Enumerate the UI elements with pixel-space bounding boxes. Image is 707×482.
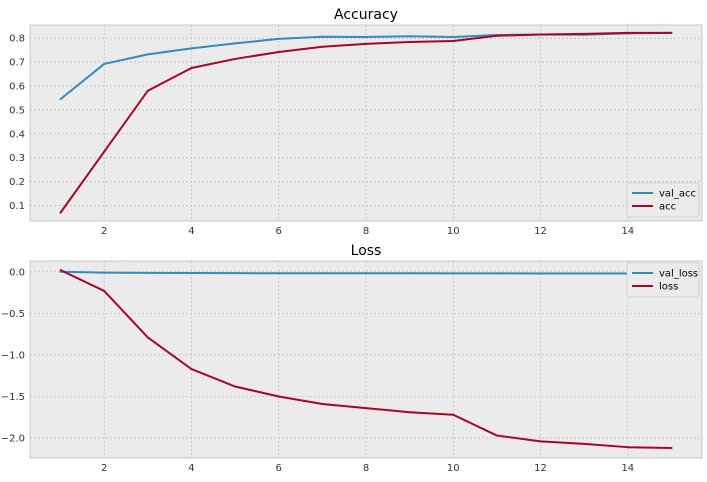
x-tick-label: 12 — [534, 463, 547, 474]
data-point-val_acc — [452, 35, 455, 38]
y-tick-label: −1.5 — [1, 392, 25, 403]
y-tick-label: 0.3 — [9, 153, 25, 164]
data-point-val_acc — [408, 35, 411, 38]
data-point-val_acc — [234, 42, 237, 45]
x-tick-label: 10 — [447, 226, 460, 237]
data-point-val_acc — [103, 62, 106, 65]
y-tick-label: 0.2 — [9, 177, 25, 188]
data-point-loss — [452, 413, 455, 416]
chart-panel-2: 2 4 6 8 10 12 14 0.0 −0.5 −1.0 −1.5 −2.0 Loss val_los… — [1, 243, 703, 474]
chart-panel-1: 2 4 6 8 10 12 14 0.1 0.2 0.3 0.4 0.5 0.6 0.7 0.8 Accura… — [9, 7, 703, 237]
legend-label-val_loss: val_loss — [659, 269, 698, 280]
data-point-val_loss — [452, 272, 455, 275]
x-tick-label: 4 — [188, 226, 194, 237]
data-point-acc — [365, 42, 367, 45]
y-tick-label: 0.7 — [9, 58, 25, 69]
data-point-val_acc — [321, 35, 324, 38]
data-point-val_loss — [583, 272, 586, 275]
data-point-loss — [59, 269, 62, 272]
data-point-val_loss — [365, 272, 367, 275]
x-tick-label: 6 — [276, 463, 282, 474]
legend-box — [626, 262, 700, 298]
data-point-val_loss — [190, 272, 193, 275]
data-point-val_loss — [321, 272, 324, 275]
data-point-loss — [234, 385, 237, 388]
y-tick-label: 0.4 — [9, 129, 25, 140]
x-tick-label: 2 — [101, 463, 107, 474]
data-point-val_acc — [190, 47, 193, 50]
data-point-acc — [670, 31, 673, 34]
legend-box — [626, 182, 700, 218]
data-point-loss — [583, 442, 586, 445]
data-point-acc — [539, 33, 542, 36]
x-tick-label: 4 — [188, 463, 194, 474]
chart-title: Accuracy — [334, 7, 398, 23]
data-point-loss — [670, 447, 673, 450]
data-point-val_loss — [539, 272, 542, 275]
data-point-val_loss — [234, 272, 237, 275]
data-point-val_acc — [365, 35, 367, 38]
y-tick-label: 0.8 — [9, 34, 25, 45]
data-point-val_loss — [408, 272, 411, 275]
data-point-acc — [234, 57, 237, 60]
legend-label-acc: acc — [659, 202, 676, 213]
data-point-loss — [277, 395, 280, 398]
y-tick-label: −2.0 — [1, 434, 25, 445]
data-point-acc — [626, 31, 629, 34]
chart-title: Loss — [351, 243, 382, 259]
x-tick-label: 14 — [621, 463, 634, 474]
data-point-acc — [321, 45, 324, 48]
x-tick-label: 14 — [621, 226, 634, 237]
x-tick-label: 8 — [363, 226, 369, 237]
y-tick-label: 0.5 — [9, 105, 25, 116]
data-point-loss — [103, 289, 106, 292]
data-point-val_loss — [495, 272, 498, 275]
y-tick-label: −1.0 — [1, 350, 25, 361]
data-point-acc — [146, 89, 149, 92]
x-tick-label: 8 — [363, 463, 369, 474]
y-tick-label: 0.1 — [9, 201, 25, 212]
data-point-loss — [190, 368, 193, 371]
data-point-loss — [495, 434, 498, 437]
data-point-loss — [146, 336, 149, 339]
data-point-acc — [495, 34, 498, 37]
data-point-loss — [365, 407, 367, 410]
data-point-acc — [103, 150, 106, 153]
data-point-acc — [452, 40, 455, 43]
data-point-val_loss — [103, 271, 106, 274]
data-point-acc — [59, 211, 62, 214]
data-point-val_acc — [146, 53, 149, 56]
legend-label-loss: loss — [659, 282, 678, 293]
data-point-loss — [321, 402, 324, 405]
data-point-acc — [583, 32, 586, 35]
data-point-val_loss — [146, 271, 149, 274]
x-tick-label: 12 — [534, 226, 547, 237]
y-tick-label: 0.6 — [9, 81, 25, 92]
data-point-loss — [626, 446, 629, 449]
data-point-acc — [408, 40, 411, 43]
data-point-val_acc — [277, 37, 280, 40]
data-point-loss — [408, 411, 411, 414]
y-tick-label: 0.0 — [9, 267, 25, 278]
x-tick-label: 10 — [447, 463, 460, 474]
data-point-val_loss — [277, 272, 280, 275]
x-tick-label: 6 — [276, 226, 282, 237]
x-tick-label: 2 — [101, 226, 107, 237]
data-point-acc — [190, 67, 193, 70]
data-point-val_acc — [59, 98, 62, 101]
data-point-acc — [277, 51, 280, 54]
y-tick-label: −0.5 — [1, 309, 25, 320]
data-point-loss — [539, 440, 542, 443]
legend-label-val_acc: val_acc — [659, 189, 696, 200]
